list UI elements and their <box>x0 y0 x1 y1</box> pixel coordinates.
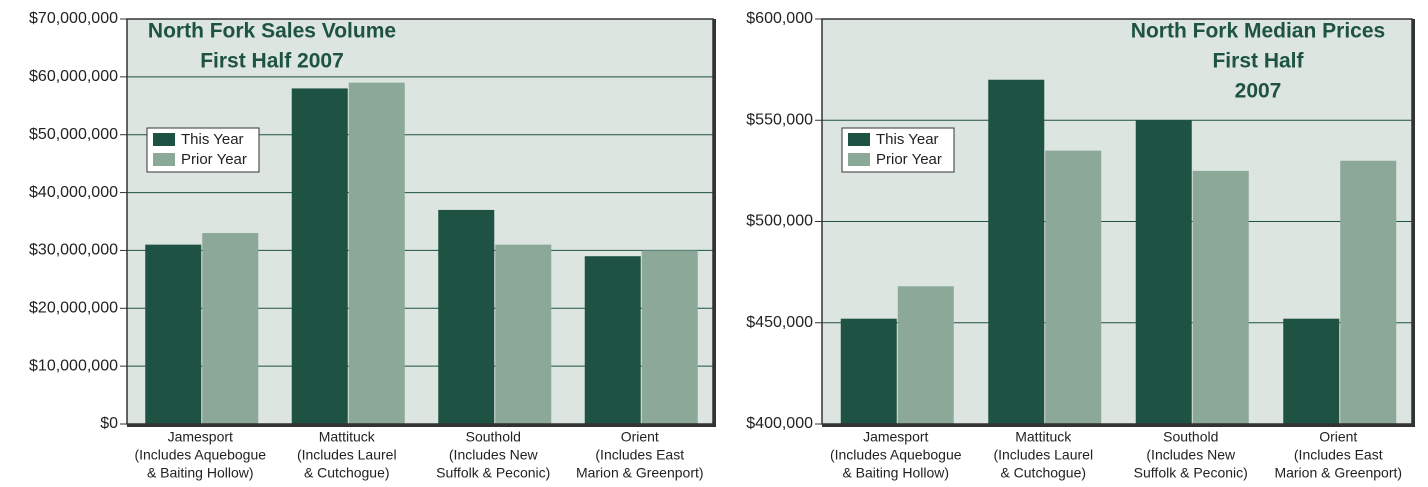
bar <box>840 318 897 424</box>
y-tick-label: $30,000,000 <box>29 242 118 259</box>
x-tick-label: Marion & Greenport) <box>576 465 704 481</box>
x-tick-label: Jamesport <box>168 429 233 445</box>
y-tick-label: $600,000 <box>746 10 813 27</box>
y-tick-label: $50,000,000 <box>29 126 118 143</box>
bar <box>897 286 954 424</box>
y-tick-label: $10,000,000 <box>29 357 118 374</box>
x-tick-label: Orient <box>621 429 659 445</box>
x-tick-label: Mattituck <box>1015 429 1072 445</box>
chart-title: North Fork Sales Volume <box>148 20 396 43</box>
y-tick-label: $70,000,000 <box>29 10 118 27</box>
y-tick-label: $400,000 <box>746 415 813 432</box>
bar <box>1192 170 1249 424</box>
x-tick-label: Southold <box>1163 429 1218 445</box>
x-tick-label: (Includes East <box>1294 447 1383 463</box>
legend-swatch <box>848 153 870 166</box>
plot-shadow <box>127 19 716 427</box>
x-tick-label: & Cutchogue) <box>304 465 390 481</box>
bar <box>988 79 1045 424</box>
y-tick-label: $500,000 <box>746 213 813 230</box>
y-tick-label: $60,000,000 <box>29 68 118 85</box>
chart-title: First Half 2007 <box>200 50 344 73</box>
bar <box>1135 120 1192 424</box>
legend-swatch <box>848 133 870 146</box>
legend-label: This Year <box>181 131 244 148</box>
x-tick-label: (Includes New <box>449 447 539 463</box>
x-tick-label: (Includes Aquebogue <box>830 447 962 463</box>
x-tick-label: Jamesport <box>863 429 928 445</box>
plot-shadow <box>822 19 1415 427</box>
x-tick-label: (Includes Laurel <box>993 447 1093 463</box>
bar <box>1045 150 1102 424</box>
bar <box>202 233 259 424</box>
legend-swatch <box>153 133 175 146</box>
y-tick-label: $0 <box>100 415 118 432</box>
bar <box>495 244 552 424</box>
legend-label: This Year <box>876 131 939 148</box>
x-tick-label: Marion & Greenport) <box>1274 465 1402 481</box>
bar <box>1340 160 1397 424</box>
legend-label: Prior Year <box>876 151 942 168</box>
chart-title: 2007 <box>1235 80 1282 103</box>
bar <box>291 88 348 424</box>
bar <box>145 244 202 424</box>
y-tick-label: $40,000,000 <box>29 184 118 201</box>
bar <box>348 82 405 425</box>
x-tick-label: (Includes East <box>595 447 684 463</box>
x-tick-label: Southold <box>466 429 521 445</box>
x-tick-label: (Includes New <box>1146 447 1236 463</box>
bar <box>584 256 641 424</box>
x-tick-label: (Includes Aquebogue <box>134 447 266 463</box>
x-tick-label: Mattituck <box>319 429 376 445</box>
x-tick-label: Suffolk & Peconic) <box>436 465 550 481</box>
chart-title: First Half <box>1212 50 1304 73</box>
bar <box>641 250 698 424</box>
bar <box>438 209 495 424</box>
chart-title: North Fork Median Prices <box>1131 20 1385 43</box>
y-tick-label: $20,000,000 <box>29 300 118 317</box>
x-tick-label: & Baiting Hollow) <box>842 465 949 481</box>
x-tick-label: & Baiting Hollow) <box>147 465 254 481</box>
x-tick-label: Suffolk & Peconic) <box>1134 465 1248 481</box>
legend-label: Prior Year <box>181 151 247 168</box>
x-tick-label: (Includes Laurel <box>297 447 397 463</box>
y-tick-label: $550,000 <box>746 111 813 128</box>
legend-swatch <box>153 153 175 166</box>
y-tick-label: $450,000 <box>746 314 813 331</box>
x-tick-label: & Cutchogue) <box>1000 465 1086 481</box>
bar <box>1283 318 1340 424</box>
x-tick-label: Orient <box>1319 429 1357 445</box>
